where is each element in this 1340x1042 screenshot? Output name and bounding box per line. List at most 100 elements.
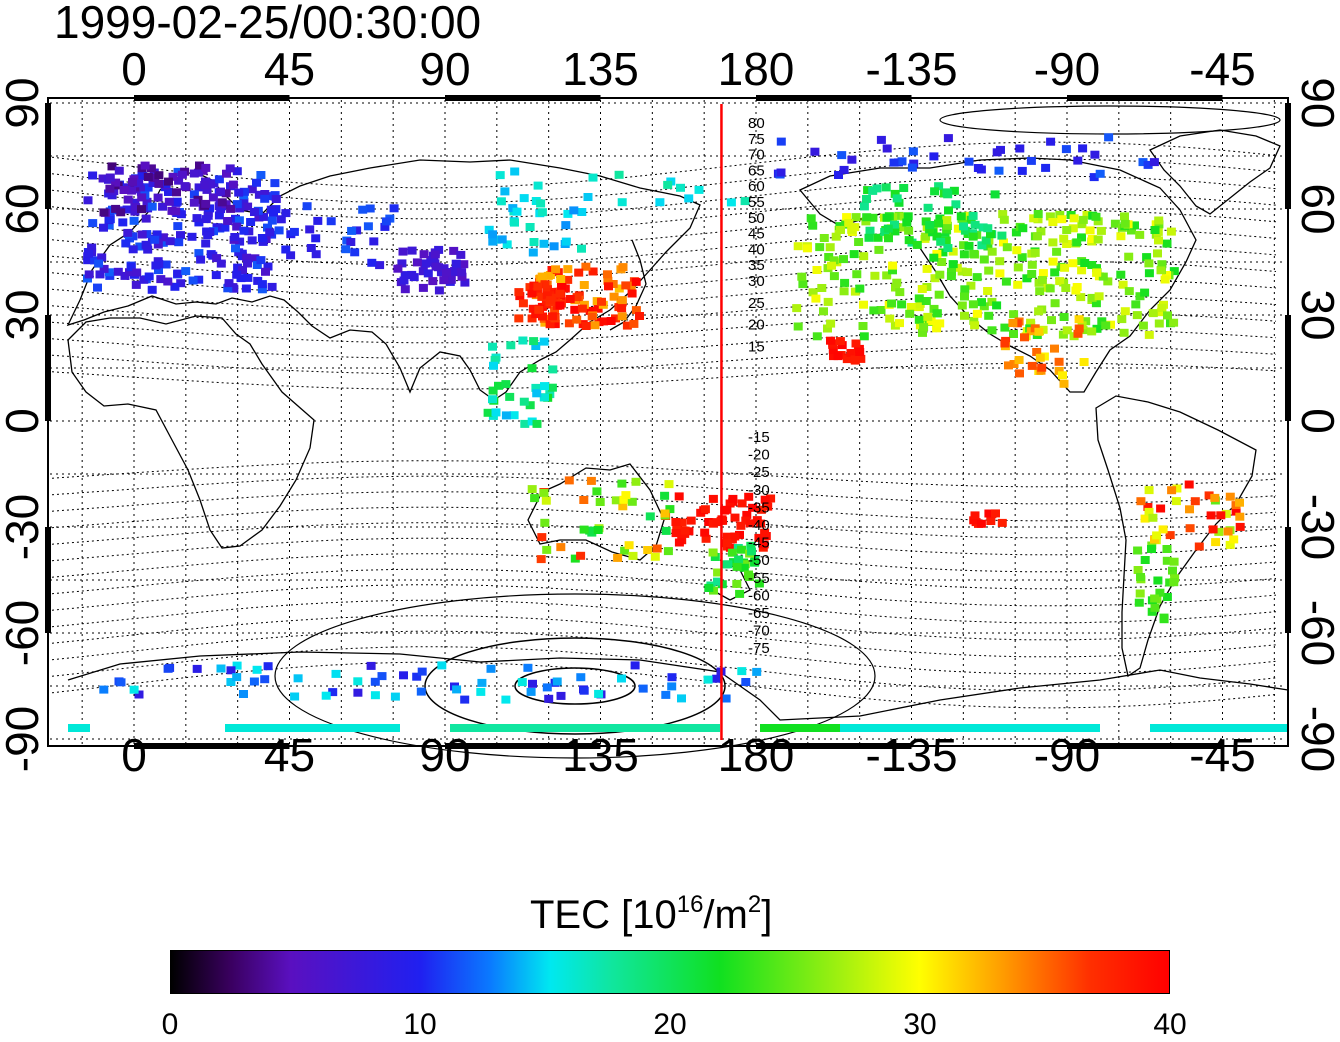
tec-cell [243, 273, 253, 282]
tec-cell [1068, 259, 1078, 268]
tec-cell [815, 243, 825, 252]
tec-cell [235, 204, 245, 213]
tec-cell [350, 248, 360, 257]
right-latitude-label: -60 [1292, 599, 1340, 667]
contour-label: 55 [748, 194, 765, 211]
bottom-longitude-label: 135 [562, 729, 639, 781]
tec-cell [846, 349, 856, 357]
tec-cell [592, 487, 602, 496]
contour-label: 50 [748, 210, 765, 227]
magnetic-contour [51, 537, 1277, 573]
tec-cell [496, 197, 506, 206]
tec-cell [1162, 593, 1172, 601]
tec-cell [206, 180, 216, 189]
tec-cell [932, 324, 942, 333]
tec-cell [192, 214, 202, 223]
tec-cell [1008, 319, 1018, 327]
tec-cell [116, 208, 126, 217]
tec-cell [147, 285, 157, 294]
tec-cell [970, 321, 980, 330]
tec-cell [889, 158, 899, 167]
tec-cell [581, 322, 591, 330]
tec-cell [267, 216, 277, 225]
tec-cell [1168, 566, 1177, 575]
tec-cell [1059, 313, 1069, 321]
tec-cell [150, 235, 160, 244]
tec-cell [1073, 156, 1083, 165]
tec-cell [365, 204, 375, 213]
tec-cell [895, 288, 905, 297]
tec-cell [1150, 226, 1160, 234]
tec-cell [143, 245, 153, 254]
tec-cell [747, 547, 756, 556]
tec-cell [674, 492, 684, 501]
tec-cell [1194, 542, 1204, 551]
tec-cell [978, 223, 988, 232]
colorbar-title-exponent: 16 [676, 891, 704, 918]
tec-cell [139, 275, 149, 284]
tec-cell [969, 516, 979, 525]
tec-cell [216, 664, 226, 673]
tec-cell [892, 278, 902, 287]
tec-cell [194, 249, 204, 258]
tec-cell [540, 280, 550, 289]
tec-cell [1154, 319, 1164, 328]
tec-cell [131, 280, 141, 289]
tec-cell [937, 258, 947, 266]
tec-cell [1032, 348, 1042, 356]
tec-cell [417, 667, 427, 676]
tec-cell [1073, 329, 1083, 338]
bottom-longitude-label: -90 [1033, 729, 1101, 781]
magnetic-contour [51, 460, 1277, 488]
colorbar-tick-label: 40 [1153, 1008, 1187, 1041]
tec-cell [1116, 270, 1126, 279]
tec-cell [156, 275, 166, 284]
tec-cell [970, 220, 980, 229]
tec-cell [1037, 276, 1047, 284]
tec-cell [358, 205, 368, 214]
tec-cell [488, 237, 498, 246]
tec-cell [494, 381, 503, 390]
tec-cell [1156, 308, 1166, 317]
tec-cell [655, 198, 665, 207]
tec-cell [1135, 589, 1145, 598]
tec-cell [556, 543, 566, 552]
tec-cell [1133, 546, 1143, 555]
tec-cell [663, 547, 673, 556]
tec-cell [925, 221, 935, 229]
tec-cell [907, 163, 917, 172]
tec-cell [868, 186, 878, 195]
tec-cell [311, 250, 321, 259]
tec-cell [1110, 219, 1120, 228]
tec-cell [542, 683, 552, 692]
tec-cell [1140, 288, 1150, 297]
frame-tick-bar [45, 315, 51, 421]
tec-cell [839, 255, 848, 264]
bottom-longitude-label: 90 [419, 729, 471, 781]
tec-cell [932, 232, 942, 241]
tec-cell [1033, 210, 1043, 218]
tec-cell [525, 401, 535, 410]
tec-cell [88, 171, 98, 180]
tec-cell [677, 694, 686, 703]
left-latitude-label: 30 [0, 289, 48, 341]
tec-cell [1225, 540, 1235, 549]
tec-cell [631, 277, 641, 286]
tec-cell [1144, 259, 1154, 268]
tec-cell [1077, 233, 1086, 242]
tec-cell [703, 675, 713, 684]
tec-cell [491, 408, 501, 417]
tec-cell [725, 543, 735, 552]
tec-cell [660, 491, 670, 500]
tec-cell [1054, 366, 1064, 375]
tec-cell [460, 278, 470, 287]
tec-cell [328, 688, 338, 697]
contour-label: 35 [748, 257, 765, 274]
tec-cell [84, 270, 94, 279]
tec-cell [987, 326, 997, 335]
contour-label: 60 [748, 178, 765, 195]
tec-cell [98, 174, 108, 183]
tec-cell [722, 505, 732, 514]
tec-cell [723, 560, 733, 569]
tec-cell [1098, 272, 1108, 281]
